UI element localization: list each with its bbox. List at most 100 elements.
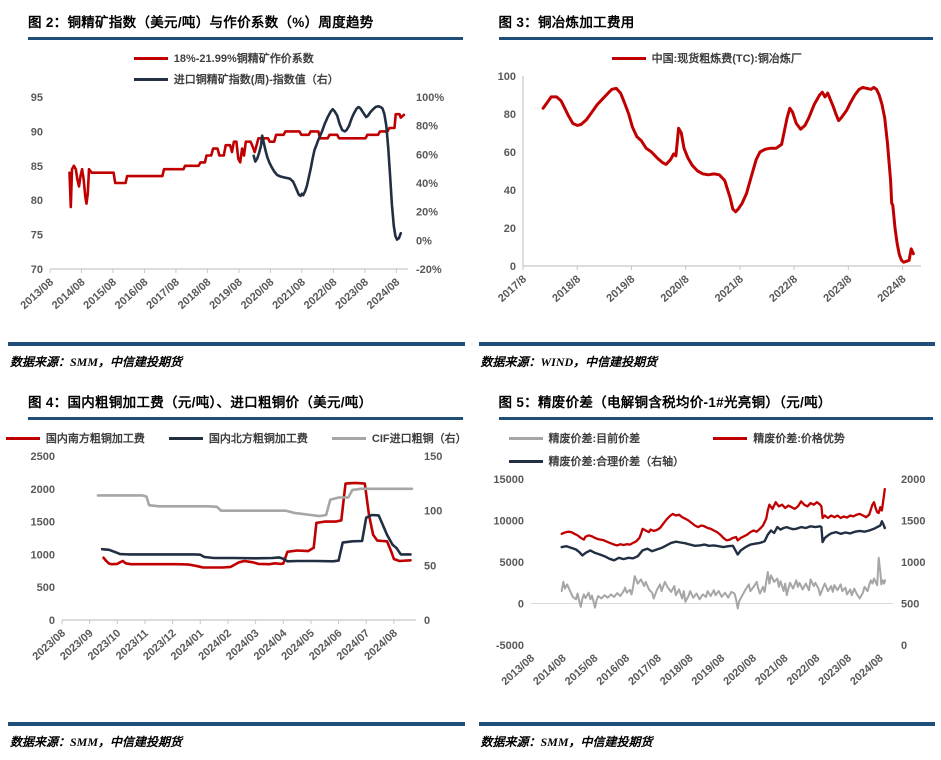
legend-line-swatch	[508, 436, 543, 440]
legend-line-swatch	[508, 459, 543, 463]
figure-3-title-underline	[498, 37, 933, 40]
svg-text:1000: 1000	[31, 549, 55, 561]
svg-text:95: 95	[31, 92, 43, 104]
figure-5-title: 图 5：精废价差（电解铜含税均价-1#光亮铜）（元/吨）	[498, 395, 832, 410]
section-divider	[8, 342, 465, 346]
svg-text:2018/8: 2018/8	[550, 273, 583, 304]
legend-item: 精废价差:价格优势	[713, 430, 935, 446]
legend-label: 中国:现货粗炼费(TC):铜冶炼厂	[651, 53, 802, 65]
legend-label: 精废价差:目前价差	[548, 433, 641, 445]
svg-text:50: 50	[424, 560, 436, 572]
svg-text:15000: 15000	[493, 474, 524, 486]
figure-3-footer: 数据来源：WIND，中信建投期货	[478, 342, 935, 380]
legend-item: 进口铜精矿指数(周)-指数值（右）	[133, 71, 339, 87]
figure-2-chart: 70 75 80 85 90 95 -20% 0% 20% 40% 60% 80% 100% 2013/0…	[19, 92, 445, 312]
svg-text:2021/8: 2021/8	[712, 273, 745, 304]
figure-3-legend: 中国:现货粗炼费(TC):铜冶炼厂	[479, 50, 936, 66]
svg-text:2500: 2500	[31, 451, 55, 463]
svg-text:0: 0	[49, 615, 55, 627]
svg-text:85: 85	[31, 161, 43, 173]
svg-text:60%: 60%	[416, 149, 438, 161]
svg-text:100: 100	[424, 506, 442, 518]
svg-text:2013/08: 2013/08	[19, 276, 57, 312]
figure-2-title-underline	[28, 37, 463, 40]
legend-label: 18%-21.99%铜精矿作价系数	[173, 53, 314, 65]
legend-line-swatch	[133, 77, 168, 81]
svg-text:2024/08: 2024/08	[848, 652, 886, 688]
svg-text:500: 500	[901, 599, 919, 611]
svg-text:2019/8: 2019/8	[604, 273, 637, 304]
figure-4-legend: 国内南方粗铜加工费 国内北方粗铜加工费 CIF进口粗铜（右）	[5, 430, 467, 446]
svg-text:80%: 80%	[416, 121, 438, 133]
svg-text:2023/08: 2023/08	[816, 652, 854, 688]
section-divider	[478, 342, 935, 346]
legend-item: 中国:现货粗炼费(TC):铜冶炼厂	[611, 50, 802, 66]
svg-text:2014/08: 2014/08	[531, 652, 569, 688]
legend-item: 国内北方粗铜加工费	[168, 430, 308, 446]
svg-text:2016/08: 2016/08	[113, 276, 151, 312]
svg-text:500: 500	[37, 582, 55, 594]
figure-2-title: 图 2：铜精矿指数（美元/吨）与作价系数（%）周度趋势	[28, 15, 374, 30]
svg-text:2020/08: 2020/08	[239, 276, 277, 312]
svg-text:2021/08: 2021/08	[271, 276, 309, 312]
figure-2-legend: 18%-21.99%铜精矿作价系数进口铜精矿指数(周)-指数值（右）	[133, 50, 339, 87]
figure-3-source: 数据来源：WIND，中信建投期货	[480, 355, 658, 369]
legend-line-swatch	[611, 56, 646, 60]
legend-label: CIF进口粗铜（右）	[371, 433, 467, 445]
figure-5-chart: -5000 0 5000 10000 15000 0 500 1000 1500 2000 2013…	[493, 474, 925, 688]
svg-text:2024/8: 2024/8	[875, 273, 908, 304]
figure-3-panel: 图 3：铜冶炼加工费用 中国:现货粗炼费(TC):铜冶炼厂 0 20 40 60 80 1…	[471, 0, 941, 380]
figure-2-source: 数据来源：SMM，中信建投期货	[10, 355, 183, 369]
svg-text:2018/08: 2018/08	[657, 652, 695, 688]
svg-text:2015/08: 2015/08	[82, 276, 120, 312]
legend-line-swatch	[713, 436, 748, 440]
figure-5-title-underline	[498, 417, 933, 420]
svg-text:40: 40	[503, 185, 515, 197]
legend-line-swatch	[5, 436, 40, 440]
svg-text:2016/08: 2016/08	[594, 652, 632, 688]
figure-5-panel: 图 5：精废价差（电解铜含税均价-1#光亮铜）（元/吨） 精废价差:目前价差 精废…	[471, 380, 941, 760]
svg-text:2017/8: 2017/8	[495, 273, 528, 304]
figure-5-legend: 精废价差:目前价差 精废价差:价格优势精废价差:合理价差（右轴）	[479, 430, 936, 469]
svg-text:2000: 2000	[31, 484, 55, 496]
svg-text:0%: 0%	[416, 235, 432, 247]
svg-text:-20%: -20%	[416, 264, 442, 276]
svg-text:100%: 100%	[416, 92, 444, 104]
svg-text:80: 80	[31, 195, 43, 207]
svg-text:2000: 2000	[901, 474, 925, 486]
figure-3-title: 图 3：铜冶炼加工费用	[498, 15, 635, 30]
svg-text:100: 100	[497, 71, 515, 83]
svg-text:5000: 5000	[499, 557, 523, 569]
svg-text:2013/08: 2013/08	[499, 652, 537, 688]
figure-5-source: 数据来源：SMM，中信建投期货	[480, 735, 653, 749]
section-divider	[8, 722, 465, 726]
legend-item: 18%-21.99%铜精矿作价系数	[133, 50, 314, 66]
svg-text:2022/08: 2022/08	[784, 652, 822, 688]
svg-text:2020/8: 2020/8	[658, 273, 691, 304]
svg-text:2022/08: 2022/08	[302, 276, 340, 312]
figure-2-footer: 数据来源：SMM，中信建投期货	[8, 342, 465, 380]
legend-label: 国内北方粗铜加工费	[208, 433, 308, 445]
legend-label: 进口铜精矿指数(周)-指数值（右）	[173, 74, 339, 86]
legend-item: 精废价差:合理价差（右轴）	[508, 453, 714, 469]
figure-5-footer: 数据来源：SMM，中信建投期货	[478, 722, 935, 760]
svg-text:10000: 10000	[493, 516, 524, 528]
svg-text:0: 0	[424, 615, 430, 627]
svg-text:2014/08: 2014/08	[50, 276, 88, 312]
legend-item: 国内南方粗铜加工费	[5, 430, 145, 446]
svg-text:75: 75	[31, 230, 43, 242]
legend-label: 精废价差:价格优势	[753, 433, 845, 445]
figure-4-chart: 050010001500200025000501001502023/082023…	[31, 451, 443, 663]
figures-row-top: 图 2：铜精矿指数（美元/吨）与作价系数（%）周度趋势 18%-21.99%铜精…	[0, 0, 941, 380]
legend-item: CIF进口粗铜（右）	[331, 430, 467, 446]
section-divider	[478, 722, 935, 726]
svg-text:20: 20	[503, 223, 515, 235]
figure-2-panel: 图 2：铜精矿指数（美元/吨）与作价系数（%）周度趋势 18%-21.99%铜精…	[0, 0, 471, 380]
figures-row-bottom: 图 4：国内粗铜加工费（元/吨）、进口粗铜价（美元/吨） 国内南方粗铜加工费 国内…	[0, 380, 941, 760]
svg-text:20%: 20%	[416, 207, 438, 219]
figure-4-panel: 图 4：国内粗铜加工费（元/吨）、进口粗铜价（美元/吨） 国内南方粗铜加工费 国内…	[0, 380, 471, 760]
svg-text:1500: 1500	[31, 517, 55, 529]
svg-text:40%: 40%	[416, 178, 438, 190]
legend-line-swatch	[168, 436, 203, 440]
svg-text:1500: 1500	[901, 516, 925, 528]
